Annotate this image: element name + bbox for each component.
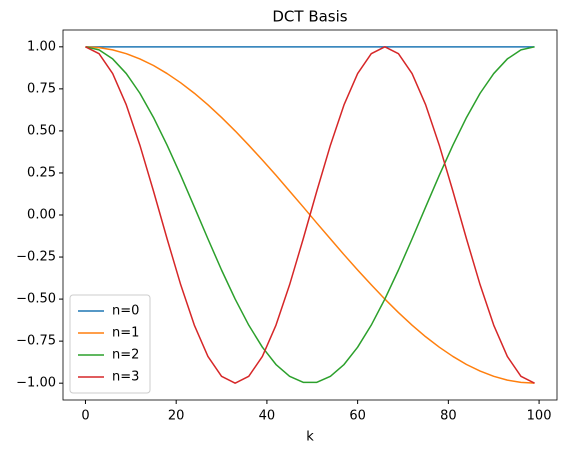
x-tick-label: 20 <box>168 409 185 424</box>
y-tick-label: −0.75 <box>16 334 56 349</box>
y-tick-label: −0.50 <box>16 292 56 307</box>
x-tick-label: 0 <box>81 409 89 424</box>
y-tick-label: −1.00 <box>16 376 56 391</box>
legend-label: n=2 <box>112 348 139 363</box>
x-tick-label: 60 <box>349 409 366 424</box>
legend-box <box>69 294 151 394</box>
x-axis-label: k <box>306 430 314 445</box>
legend-label: n=3 <box>112 370 139 385</box>
x-tick-label: 100 <box>527 409 552 424</box>
y-tick-label: 0.00 <box>27 208 56 223</box>
y-tick-label: 1.00 <box>27 39 56 54</box>
y-tick-label: −0.25 <box>16 250 56 265</box>
y-tick-label: 0.25 <box>27 165 56 180</box>
legend-label: n=0 <box>112 304 139 319</box>
x-tick-label: 40 <box>259 409 276 424</box>
legend-label: n=1 <box>112 326 139 341</box>
chart-title: DCT Basis <box>272 8 347 26</box>
series-line <box>85 46 535 384</box>
x-tick-label: 80 <box>440 409 457 424</box>
series-line <box>85 46 535 384</box>
y-tick-label: 0.50 <box>27 123 56 138</box>
y-tick-label: 0.75 <box>27 81 56 96</box>
axes-frame <box>62 29 558 401</box>
